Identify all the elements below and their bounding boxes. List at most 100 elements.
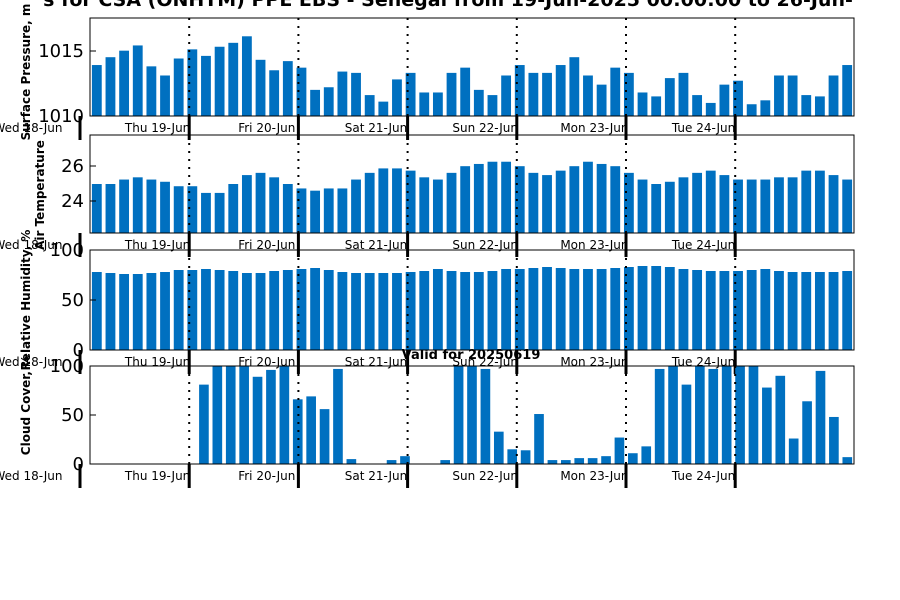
bar bbox=[378, 168, 389, 233]
bar bbox=[201, 269, 211, 350]
bar bbox=[760, 100, 771, 116]
bar bbox=[225, 366, 236, 464]
bar bbox=[637, 179, 648, 233]
x-tick-label: Thu 19-Jun bbox=[124, 121, 190, 135]
bar bbox=[255, 59, 266, 116]
panel-3: Wed 18-Jun Thu 19-Jun Fri 20-Jun Sat 21-Jun… bbox=[0, 230, 855, 374]
bar bbox=[610, 67, 621, 116]
bar bbox=[735, 366, 745, 464]
bar bbox=[668, 366, 678, 464]
bar bbox=[787, 272, 798, 350]
bar bbox=[828, 175, 839, 233]
bar bbox=[91, 272, 102, 350]
bar bbox=[678, 177, 689, 233]
bar bbox=[323, 270, 334, 350]
panel-4: Wed 18-Jun Thu 19-Jun Fri 20-Jun Sat 21-Jun… bbox=[0, 355, 855, 488]
bar bbox=[310, 190, 321, 233]
bar bbox=[733, 179, 743, 233]
bar bbox=[561, 460, 571, 464]
bar bbox=[446, 72, 457, 116]
bar bbox=[467, 366, 477, 464]
bar bbox=[842, 271, 853, 350]
bar bbox=[610, 166, 621, 233]
valid-label: Valid for 20250619 bbox=[402, 348, 541, 363]
bar bbox=[555, 170, 566, 233]
y-tick-label: 24 bbox=[61, 191, 84, 212]
bar bbox=[583, 269, 593, 350]
bar bbox=[296, 188, 307, 233]
bar bbox=[587, 458, 598, 464]
bar bbox=[705, 170, 716, 233]
bar bbox=[132, 45, 143, 116]
y-axis-label: Relative Humidity, % bbox=[19, 230, 33, 371]
bar bbox=[801, 272, 812, 350]
x-tick-label: Wed 18-Jun bbox=[0, 121, 63, 135]
bar bbox=[555, 268, 566, 350]
bar bbox=[542, 72, 552, 116]
bar bbox=[419, 177, 430, 233]
bar bbox=[664, 181, 675, 233]
bar bbox=[654, 368, 665, 464]
bar bbox=[405, 272, 416, 350]
x-tick-label: Mon 23-Jun bbox=[560, 469, 628, 483]
bar bbox=[651, 96, 662, 116]
x-tick-label: Sun 22-Jun bbox=[452, 238, 518, 252]
bar bbox=[487, 271, 498, 350]
bar bbox=[241, 273, 252, 350]
bar bbox=[187, 49, 198, 116]
bar bbox=[501, 75, 512, 116]
bar bbox=[146, 179, 157, 233]
bar bbox=[473, 272, 484, 350]
x-tick-label: Fri 20-Jun bbox=[238, 238, 295, 252]
bar bbox=[214, 46, 225, 116]
bar bbox=[681, 384, 692, 464]
bar bbox=[119, 179, 130, 233]
bar bbox=[569, 166, 580, 233]
x-tick-label: Tue 24-Jun bbox=[671, 121, 735, 135]
bar bbox=[337, 272, 348, 350]
bar bbox=[460, 272, 471, 350]
x-tick-label: Mon 23-Jun bbox=[560, 355, 628, 369]
bar bbox=[507, 449, 518, 464]
bar bbox=[748, 366, 759, 464]
bar bbox=[160, 75, 170, 116]
bar bbox=[252, 376, 263, 464]
bar bbox=[802, 401, 812, 464]
bar bbox=[719, 271, 730, 350]
bar bbox=[637, 92, 648, 116]
bar bbox=[392, 79, 402, 116]
y-tick-label: 100 bbox=[50, 356, 84, 377]
bar bbox=[842, 179, 853, 233]
x-tick-label: Wed 18-Jun bbox=[0, 238, 63, 252]
y-tick-label: 50 bbox=[61, 405, 84, 426]
bar bbox=[574, 458, 585, 464]
bar bbox=[337, 71, 348, 116]
bar bbox=[719, 175, 730, 233]
bar bbox=[842, 457, 853, 464]
bar bbox=[187, 270, 198, 350]
bar bbox=[146, 273, 157, 350]
x-tick-label: Sun 22-Jun bbox=[452, 121, 518, 135]
bar bbox=[828, 75, 839, 116]
x-tick-label: Mon 23-Jun bbox=[560, 121, 628, 135]
bar bbox=[514, 269, 525, 350]
bar bbox=[91, 65, 102, 116]
y-tick-label: 100 bbox=[50, 240, 84, 261]
bar bbox=[199, 384, 209, 464]
bar bbox=[774, 271, 784, 350]
chart-panels: Wed 18-Jun Thu 19-Jun Fri 20-Jun Sat 21-Jun… bbox=[0, 4, 855, 488]
x-tick-label: Tue 24-Jun bbox=[671, 469, 735, 483]
bar bbox=[473, 89, 484, 116]
bar bbox=[160, 272, 170, 350]
bar bbox=[547, 460, 558, 464]
bar bbox=[774, 177, 784, 233]
bar bbox=[173, 270, 184, 350]
bar bbox=[228, 42, 239, 116]
x-tick-label: Mon 23-Jun bbox=[560, 238, 628, 252]
bar bbox=[460, 67, 471, 116]
y-tick-label: 0 bbox=[73, 454, 84, 475]
bar bbox=[569, 269, 580, 350]
bar bbox=[528, 72, 539, 116]
bar bbox=[760, 179, 771, 233]
bar bbox=[105, 57, 116, 116]
